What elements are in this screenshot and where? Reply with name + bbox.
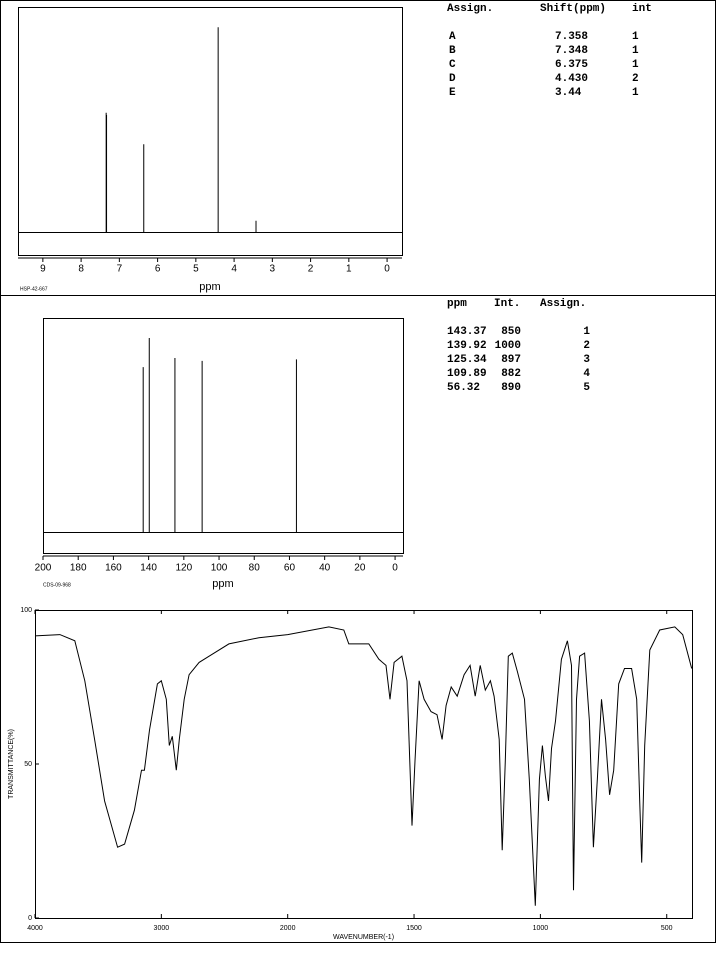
table-cell: 7.358 <box>555 31 588 43</box>
x-tick-label: 8 <box>78 264 84 275</box>
spectrum-code: HSP-42-667 <box>20 286 48 292</box>
x-tick-label: 40 <box>319 563 331 574</box>
table-cell: D <box>449 73 456 85</box>
y-axis-label: TRANSMITTANCE(%) <box>8 729 15 799</box>
table-cell: E <box>449 87 456 99</box>
x-tick-label: 0 <box>392 563 398 574</box>
plot-frame <box>18 7 403 256</box>
x-tick-label: 160 <box>105 563 122 574</box>
table-cell: 850 <box>501 326 521 338</box>
table-cell: 5 <box>583 382 590 394</box>
x-tick-label: 5 <box>193 264 199 275</box>
x-tick-label: 20 <box>354 563 366 574</box>
x-tick-label: 100 <box>211 563 228 574</box>
table-cell: 56.32 <box>447 382 480 394</box>
table-cell: 1 <box>632 31 639 43</box>
x-tick-label: 180 <box>70 563 87 574</box>
table-cell: 1000 <box>495 340 521 352</box>
x-tick-label: 6 <box>155 264 161 275</box>
table-header: Assign. <box>447 3 493 15</box>
table-header: Assign. <box>540 298 586 310</box>
spectrum-code: CDS-09-968 <box>43 582 71 588</box>
plot-frame <box>43 318 404 554</box>
table-cell: C <box>449 59 456 71</box>
x-tick-label: 1000 <box>533 925 549 932</box>
x-tick-label: 7 <box>117 264 123 275</box>
x-tick-label: 4000 <box>27 925 43 932</box>
table-cell: 2 <box>583 340 590 352</box>
table-cell: 7.348 <box>555 45 588 57</box>
table-cell: 2 <box>632 73 639 85</box>
x-tick-label: 80 <box>249 563 261 574</box>
x-axis-label: WAVENUMBER(-1) <box>333 934 394 941</box>
table-cell: 1 <box>632 45 639 57</box>
x-tick-label: 9 <box>40 264 46 275</box>
table-cell: 897 <box>501 354 521 366</box>
x-tick-label: 1500 <box>406 925 422 932</box>
table-cell: 3 <box>583 354 590 366</box>
x-tick-label: 120 <box>175 563 192 574</box>
x-tick-label: 1 <box>346 264 352 275</box>
x-tick-label: 140 <box>140 563 157 574</box>
x-tick-label: 2000 <box>280 925 296 932</box>
table-cell: 109.89 <box>447 368 487 380</box>
x-tick-label: 0 <box>384 264 390 275</box>
table-cell: 125.34 <box>447 354 487 366</box>
table-header: ppm <box>447 298 467 310</box>
table-cell: 1 <box>632 59 639 71</box>
table-cell: 4.430 <box>555 73 588 85</box>
ir-trace <box>34 626 693 906</box>
table-cell: 139.92 <box>447 340 487 352</box>
x-tick-label: 3 <box>270 264 276 275</box>
plot-frame <box>35 610 693 919</box>
x-axis-label: ppm <box>199 281 220 293</box>
x-tick-label: 500 <box>661 925 673 932</box>
table-header: Shift(ppm) <box>540 3 606 15</box>
x-tick-label: 60 <box>284 563 296 574</box>
table-cell: 4 <box>583 368 590 380</box>
x-tick-label: 2 <box>308 264 314 275</box>
y-tick-label: 50 <box>24 761 32 768</box>
table-header: int <box>632 3 652 15</box>
table-cell: 1 <box>583 326 590 338</box>
table-header: Int. <box>494 298 520 310</box>
table-cell: 882 <box>501 368 521 380</box>
y-tick-label: 100 <box>20 607 32 614</box>
table-cell: 890 <box>501 382 521 394</box>
x-tick-label: 200 <box>35 563 52 574</box>
x-tick-label: 3000 <box>154 925 170 932</box>
y-tick-label: 0 <box>28 915 32 922</box>
table-cell: 6.375 <box>555 59 588 71</box>
table-cell: B <box>449 45 456 57</box>
table-cell: 143.37 <box>447 326 487 338</box>
x-tick-label: 4 <box>231 264 237 275</box>
table-cell: 3.44 <box>555 87 582 99</box>
table-cell: 1 <box>632 87 639 99</box>
table-cell: A <box>449 31 456 43</box>
x-axis-label: ppm <box>212 578 233 590</box>
